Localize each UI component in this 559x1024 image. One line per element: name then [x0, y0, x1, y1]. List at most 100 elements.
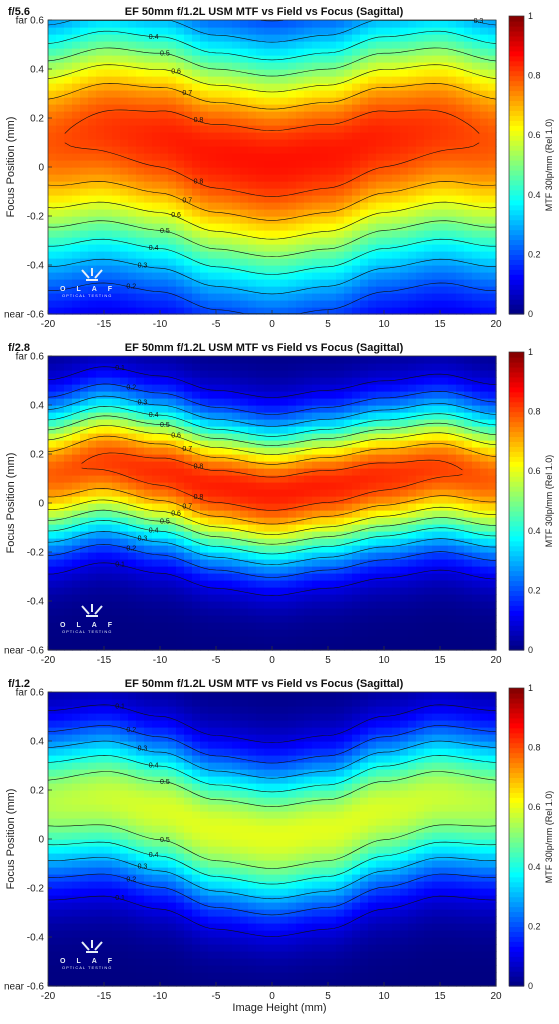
heatmap-cell	[144, 258, 153, 266]
heatmap-cell	[128, 370, 137, 378]
heatmap-cell	[64, 643, 73, 651]
heatmap-cell	[312, 503, 321, 511]
heatmap-cell	[280, 160, 289, 168]
heatmap-cell	[224, 104, 233, 112]
heatmap-cell	[136, 468, 145, 476]
heatmap-cell	[312, 545, 321, 553]
heatmap-cell	[216, 608, 225, 616]
heatmap-cell	[368, 517, 377, 525]
heatmap-cell	[64, 258, 73, 266]
heatmap-cell	[248, 461, 257, 469]
heatmap-cell	[416, 531, 425, 539]
heatmap-cell	[432, 20, 441, 28]
heatmap-cell	[256, 559, 265, 567]
heatmap-cell	[360, 363, 369, 371]
heatmap-cell	[192, 545, 201, 553]
heatmap-cell	[352, 118, 361, 126]
heatmap-cell	[392, 370, 401, 378]
heatmap-cell	[144, 202, 153, 210]
heatmap-cell	[232, 300, 241, 308]
heatmap-cell	[104, 419, 113, 427]
heatmap-cell	[272, 426, 281, 434]
colorbar-swatch	[509, 309, 524, 315]
heatmap-cell	[384, 363, 393, 371]
heatmap-cell	[320, 118, 329, 126]
heatmap-cell	[240, 615, 249, 623]
colorbar-swatch	[509, 50, 524, 57]
heatmap-cell	[144, 244, 153, 252]
heatmap-cell	[72, 27, 81, 35]
heatmap-cell	[72, 20, 81, 28]
heatmap-cell	[88, 496, 97, 504]
heatmap-cell	[232, 139, 241, 147]
heatmap-cell	[48, 279, 57, 287]
heatmap-cell	[256, 111, 265, 119]
heatmap-cell	[160, 111, 169, 119]
heatmap-cell	[448, 160, 457, 168]
heatmap-cell	[280, 286, 289, 294]
heatmap-cell	[264, 475, 273, 483]
heatmap-cell	[104, 377, 113, 385]
heatmap-cell	[376, 83, 385, 91]
heatmap-cell	[360, 538, 369, 546]
heatmap-cell	[408, 181, 417, 189]
heatmap-cell	[176, 482, 185, 490]
heatmap-cell	[104, 202, 113, 210]
heatmap-cell	[160, 230, 169, 238]
heatmap-cell	[480, 76, 489, 84]
heatmap-cell	[136, 559, 145, 567]
heatmap-cell	[200, 412, 209, 420]
x-tick-label: -10	[153, 655, 168, 666]
heatmap-cell	[328, 237, 337, 245]
heatmap-cell	[312, 433, 321, 441]
heatmap-cell	[336, 454, 345, 462]
heatmap-cell	[80, 419, 89, 427]
heatmap-cell	[392, 468, 401, 476]
heatmap-cell	[80, 307, 89, 315]
heatmap-cell	[264, 153, 273, 161]
heatmap-cell	[384, 517, 393, 525]
heatmap-cell	[384, 615, 393, 623]
heatmap-cell	[224, 69, 233, 77]
heatmap-cell	[472, 608, 481, 616]
heatmap-cell	[296, 454, 305, 462]
heatmap-cell	[408, 265, 417, 273]
heatmap-cell	[152, 111, 161, 119]
heatmap-cell	[360, 405, 369, 413]
heatmap-cell	[216, 118, 225, 126]
heatmap-cell	[184, 573, 193, 581]
heatmap-cell	[152, 48, 161, 56]
heatmap-cell	[416, 377, 425, 385]
heatmap-cell	[88, 622, 97, 630]
heatmap-cell	[160, 524, 169, 532]
heatmap-cell	[440, 300, 449, 308]
x-tick-label: 10	[378, 319, 390, 330]
heatmap-cell	[304, 615, 313, 623]
heatmap-cell	[144, 363, 153, 371]
heatmap-cell	[456, 426, 465, 434]
heatmap-cell	[400, 398, 409, 406]
heatmap-cell	[424, 447, 433, 455]
heatmap-cell	[256, 531, 265, 539]
heatmap-cell	[472, 440, 481, 448]
heatmap-cell	[384, 440, 393, 448]
heatmap-cell	[216, 538, 225, 546]
heatmap-cell	[400, 223, 409, 231]
heatmap-cell	[408, 419, 417, 427]
heatmap-cell	[280, 83, 289, 91]
heatmap-cell	[192, 398, 201, 406]
heatmap-cell	[312, 62, 321, 70]
heatmap-cell	[384, 153, 393, 161]
heatmap-cell	[120, 209, 129, 217]
heatmap-cell	[264, 258, 273, 266]
heatmap-cell	[344, 132, 353, 140]
heatmap-cell	[248, 447, 257, 455]
heatmap-cell	[320, 468, 329, 476]
heatmap-cell	[472, 454, 481, 462]
colorbar-swatch	[509, 366, 524, 373]
heatmap-cell	[144, 433, 153, 441]
heatmap-cell	[104, 174, 113, 182]
heatmap-cell	[208, 461, 217, 469]
heatmap-cell	[320, 55, 329, 63]
colorbar-swatch	[509, 269, 524, 275]
